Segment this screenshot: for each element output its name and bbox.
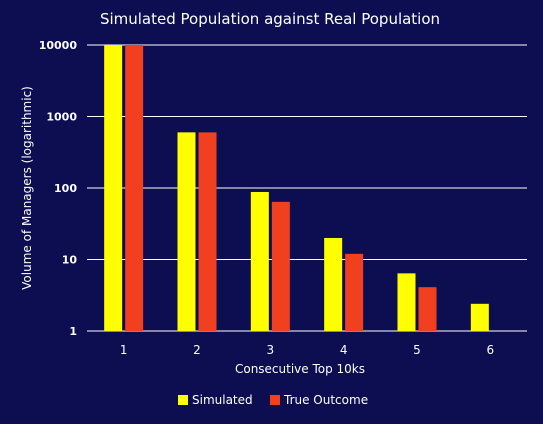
x-tick-labels: 1 2 3 4 5 6 [120,343,494,357]
bar-true-outcome [125,45,144,331]
bars [104,45,489,331]
y-tick-labels: 1 10 100 1000 10000 [39,39,78,338]
legend: Simulated True Outcome [178,393,368,407]
y-tick-label: 1000 [46,111,77,124]
x-tick-label: 1 [120,343,128,357]
bar-simulated [397,273,416,331]
gridlines [87,44,527,332]
x-tick-label: 2 [193,343,201,357]
y-axis-title: Volume of Managers (logarithmic) [20,86,34,290]
bar-simulated [250,191,269,331]
x-axis-title: Consecutive Top 10ks [235,362,365,376]
legend-swatch [270,395,280,405]
legend-label: Simulated [192,393,253,407]
x-tick-label: 4 [340,343,348,357]
bar-simulated [324,237,343,331]
bar-true-outcome [198,132,217,331]
chart-title: Simulated Population against Real Popula… [100,10,440,28]
bar-true-outcome [271,201,290,331]
y-tick-label: 1 [69,325,77,338]
bar-true-outcome [418,287,437,331]
y-tick-label: 10000 [39,39,78,52]
legend-swatch [178,395,188,405]
y-tick-label: 100 [54,182,77,195]
legend-label: True Outcome [283,393,368,407]
bar-true-outcome [345,253,364,331]
bar-simulated [470,303,489,331]
x-tick-label: 3 [267,343,275,357]
bar-simulated [177,132,196,331]
x-tick-label: 6 [487,343,495,357]
y-tick-label: 10 [62,254,78,267]
bar-simulated [104,45,123,331]
x-tick-label: 5 [413,343,421,357]
